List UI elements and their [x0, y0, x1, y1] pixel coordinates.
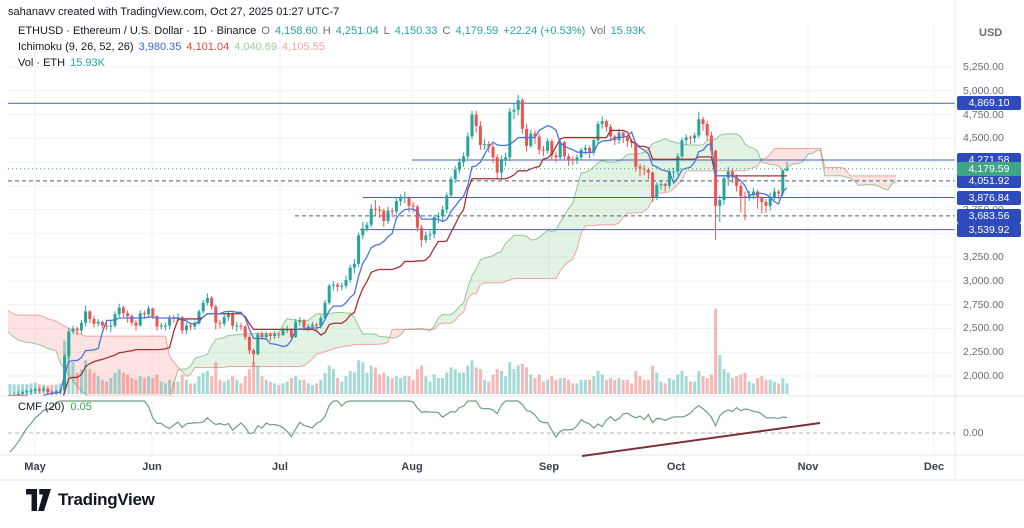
close-label: C: [442, 25, 451, 37]
lead2-line: [8, 147, 897, 378]
cmf-label: CMF (20): [18, 401, 65, 413]
tradingview-logo[interactable]: TradingView: [26, 489, 155, 511]
lead1-line: [8, 133, 897, 396]
ichimoku-base-value: 4,101.04: [186, 41, 230, 53]
volume-legend-row[interactable]: Vol · ETH 15.93K: [18, 57, 105, 69]
open-label: O: [261, 25, 270, 37]
ichimoku-label: Ichimoku (9, 26, 52, 26): [18, 41, 134, 53]
ichimoku-lead1-value: 4,040.69: [234, 41, 278, 53]
volume-value: 15.93K: [610, 25, 646, 37]
low-label: L: [383, 25, 390, 37]
grid-lines: [8, 24, 955, 455]
low-value: 4,150.33: [394, 25, 438, 37]
change-value: +22.24 (+0.53%): [503, 25, 586, 37]
volume-eth-value: 15.93K: [70, 57, 105, 69]
base-line: [8, 129, 787, 396]
high-value: 4,251.04: [335, 25, 379, 37]
ichimoku-lead2-value: 4,105.55: [282, 41, 325, 53]
tradingview-logo-icon: [26, 489, 51, 511]
ichimoku-conversion-value: 3,980.35: [138, 41, 182, 53]
level-lines: [8, 102, 955, 231]
cmf-value: 0.05: [70, 401, 92, 413]
price-chart-canvas[interactable]: [0, 0, 1024, 484]
conversion-line: [40, 124, 788, 396]
volume-eth-label: Vol · ETH: [18, 57, 66, 69]
symbol-legend-row[interactable]: ETHUSD · Ethereum / U.S. Dollar · 1D · B…: [18, 25, 645, 37]
ichimoku-cloud: [8, 133, 897, 396]
open-value: 4,158.60: [274, 25, 318, 37]
candles: [9, 94, 789, 396]
cmf-legend-row[interactable]: CMF (20) 0.05: [18, 401, 92, 413]
cmf-trendline[interactable]: [581, 422, 821, 457]
symbol-title: ETHUSD · Ethereum / U.S. Dollar · 1D · B…: [18, 25, 257, 37]
currency-label: USD: [979, 27, 1003, 39]
volume-bars: [8, 308, 789, 394]
ichimoku-legend-row[interactable]: Ichimoku (9, 26, 52, 26) 3,980.35 4,101.…: [18, 41, 325, 53]
close-value: 4,179.59: [455, 25, 499, 37]
high-label: H: [322, 25, 331, 37]
volume-label: Vol: [590, 25, 606, 37]
attribution-watermark: sahanavv created with TradingView.com, O…: [8, 6, 340, 18]
cmf-line: [9, 400, 788, 453]
tradingview-logo-text: TradingView: [58, 490, 155, 509]
